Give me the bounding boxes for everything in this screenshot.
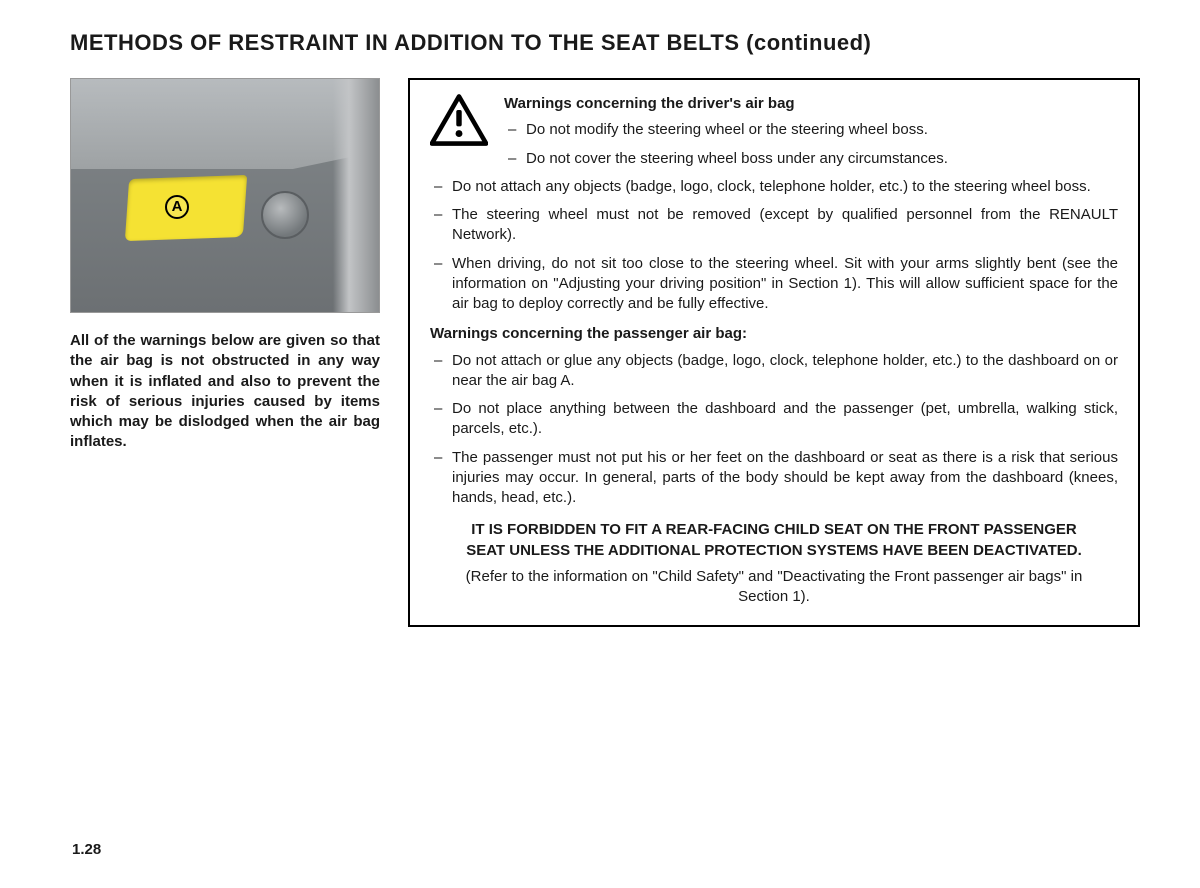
passenger-warning-item: Do not place anything between the dashbo…	[430, 399, 1118, 440]
dashboard-image: A	[70, 78, 380, 313]
airbag-label-a: A	[165, 195, 189, 219]
image-caption: All of the warnings below are given so t…	[70, 331, 380, 453]
refer-note: (Refer to the information on "Child Safe…	[460, 567, 1088, 608]
forbidden-notice: IT IS FORBIDDEN TO FIT A REAR-FACING CHI…	[460, 520, 1088, 561]
passenger-warning-item: Do not attach or glue any objects (badge…	[430, 351, 1118, 392]
driver-warning-item: Do not modify the steering wheel or the …	[504, 120, 1118, 140]
driver-warning-heading: Warnings concerning the driver's air bag	[504, 94, 1118, 114]
left-column: A All of the warnings below are given so…	[70, 78, 380, 627]
driver-warning-item: When driving, do not sit too close to th…	[430, 254, 1118, 315]
driver-warning-item: Do not attach any objects (badge, logo, …	[430, 177, 1118, 197]
passenger-warning-item: The passenger must not put his or her fe…	[430, 448, 1118, 509]
warning-triangle-icon	[430, 94, 488, 146]
page-number: 1.28	[72, 841, 101, 858]
door-pillar	[333, 79, 379, 312]
driver-warning-item: The steering wheel must not be removed (…	[430, 205, 1118, 246]
passenger-warning-heading: Warnings concerning the passenger air ba…	[430, 324, 1118, 344]
warning-header: Warnings concerning the driver's air bag…	[430, 94, 1118, 177]
content-row: A All of the warnings below are given so…	[70, 78, 1140, 627]
page-title: METHODS OF RESTRAINT IN ADDITION TO THE …	[70, 30, 1140, 56]
driver-warning-item: Do not cover the steering wheel boss und…	[504, 149, 1118, 169]
warning-box: Warnings concerning the driver's air bag…	[408, 78, 1140, 627]
air-vent	[261, 191, 309, 239]
